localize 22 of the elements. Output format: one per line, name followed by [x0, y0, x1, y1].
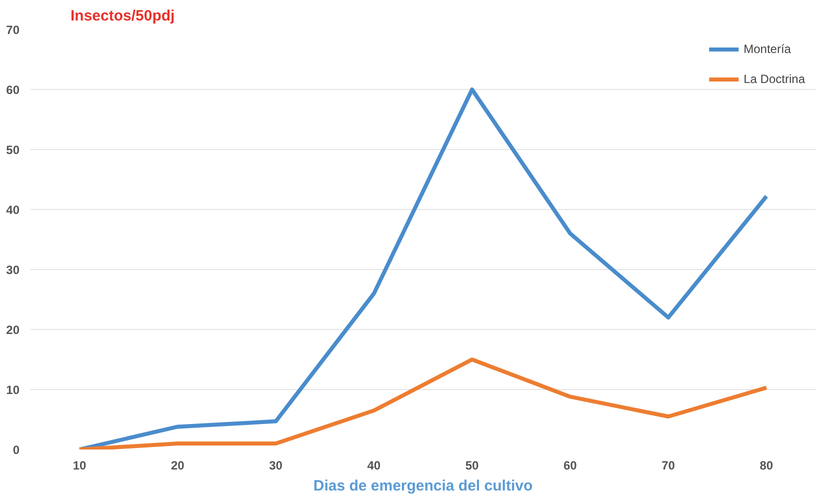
y-tick-label: 20	[6, 323, 20, 337]
y-tick-label: 30	[6, 263, 20, 277]
x-tick-label: 70	[662, 458, 676, 472]
x-tick-label: 40	[367, 458, 381, 472]
x-axis-title: Dias de emergencia del cultivo	[313, 478, 533, 494]
x-tick-label: 60	[564, 458, 578, 472]
y-tick-label: 70	[6, 23, 20, 37]
x-tick-label: 10	[72, 458, 87, 472]
legend-label: La Doctrina	[744, 72, 805, 86]
y-tick-label: 10	[6, 383, 20, 397]
y-tick-label: 50	[6, 143, 20, 157]
line-series	[78, 358, 768, 450]
y-tick-label: 0	[12, 443, 20, 457]
y-tick-label: 60	[6, 83, 20, 97]
line-series	[78, 88, 768, 450]
legend-label: Montería	[744, 42, 791, 56]
x-tick-label: 20	[171, 458, 185, 472]
y-axis-title: Insectos/50pdj	[70, 8, 175, 24]
x-tick-label: 30	[269, 458, 283, 472]
x-tick-label: 80	[760, 458, 774, 472]
y-tick-label: 40	[6, 203, 20, 217]
x-tick-label: 50	[465, 458, 480, 472]
